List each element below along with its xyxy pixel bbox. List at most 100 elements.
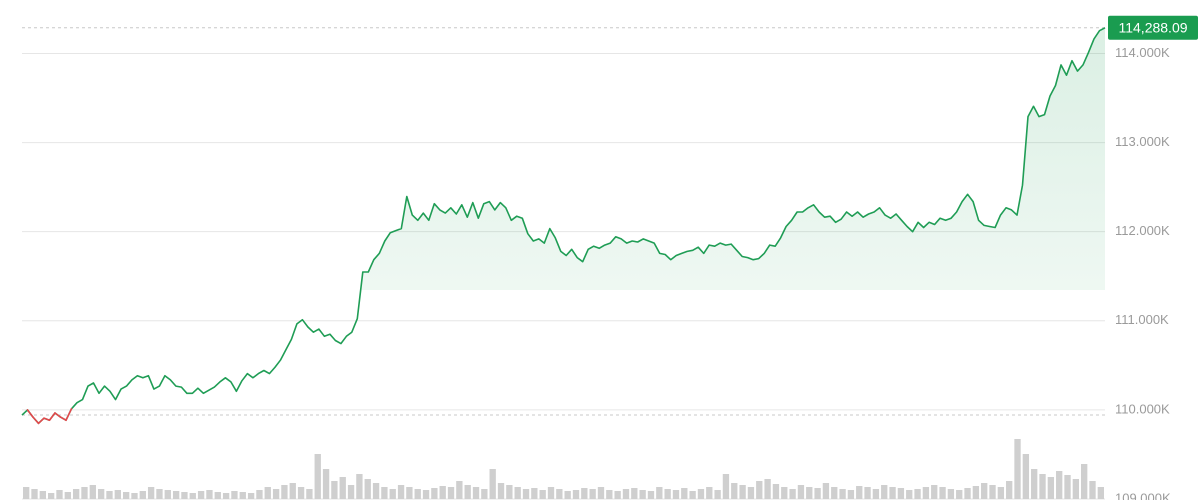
volume-bar (714, 490, 721, 499)
volume-bar (1056, 471, 1063, 499)
volume-bar (347, 485, 355, 499)
volume-bar (122, 492, 130, 499)
volume-bar (64, 492, 71, 499)
volume-bar (181, 492, 188, 499)
volume-bar (306, 489, 313, 499)
volume-bar (81, 487, 88, 499)
volume-bar (172, 491, 180, 499)
volume-bar (131, 493, 138, 499)
volume-bar (214, 492, 221, 499)
volume-bar (364, 479, 371, 499)
volume-bar (972, 486, 980, 499)
volume-bar (1097, 487, 1104, 499)
y-tick-label: 112.000K (1115, 223, 1170, 238)
volume-bar (264, 487, 271, 499)
volume-bar (1047, 477, 1055, 499)
volume-bar (356, 474, 363, 499)
volume-bar (156, 489, 163, 499)
volume-bar (906, 490, 913, 499)
volume-bar (447, 487, 455, 499)
volume-bar (981, 483, 988, 499)
y-tick-label: 109.000K (1115, 490, 1171, 500)
volume-bar (697, 489, 705, 499)
volume-bar (581, 488, 588, 499)
volume-bar (889, 487, 896, 499)
volume-bar (23, 487, 30, 499)
volume-bar (572, 490, 580, 499)
volume-bar (897, 488, 905, 499)
volume-bar (281, 485, 288, 499)
volume-bar (514, 487, 521, 499)
volume-bar (314, 454, 321, 499)
volume-bar (206, 490, 213, 499)
volume-bar (381, 487, 388, 499)
volume-bar (872, 489, 880, 499)
volume-bar (522, 489, 530, 499)
volume-bar (114, 490, 121, 499)
volume-bar (1039, 474, 1046, 499)
volume-bar (922, 487, 930, 499)
volume-bar (997, 487, 1005, 499)
volume-bar (456, 481, 463, 499)
volume-bar (1006, 481, 1013, 499)
volume-bar (1022, 454, 1030, 499)
y-tick-label: 113.000K (1115, 134, 1170, 149)
volume-bar (322, 469, 330, 499)
volume-bar (397, 485, 405, 499)
volume-bar (289, 483, 296, 499)
volume-bar (831, 487, 838, 499)
volume-bar (881, 485, 888, 499)
volume-bar (664, 489, 671, 499)
below-open-segment (54, 412, 62, 418)
volume-bar (806, 487, 813, 499)
volume-bar (672, 490, 680, 499)
volume-bar (431, 488, 438, 499)
volume-bar (1081, 464, 1088, 499)
volume-bar (789, 489, 796, 499)
volume-bar (372, 483, 380, 499)
volume-bar (731, 483, 738, 499)
volume-bar (222, 493, 230, 499)
volume-bar (531, 488, 538, 499)
volume-bar (1014, 439, 1021, 499)
current-price-label: 114,288.09 (1118, 19, 1187, 35)
volume-bar (189, 493, 196, 499)
volume-bar (539, 490, 546, 499)
volume-bar (464, 485, 471, 499)
volume-bar (847, 490, 855, 499)
below-open-segment (37, 417, 45, 425)
below-open-segment (48, 412, 56, 422)
volume-bar (164, 490, 171, 499)
volume-bar (472, 487, 480, 499)
below-open-segment (32, 416, 40, 425)
volume-bar (547, 487, 555, 499)
volume-bar (606, 490, 613, 499)
volume-bar (564, 491, 571, 499)
volume-bar (239, 492, 246, 499)
volume-bar (797, 485, 805, 499)
volume-bar (272, 489, 280, 499)
volume-bar (631, 488, 638, 499)
volume-bar (756, 481, 763, 499)
volume-bar (247, 493, 255, 499)
volume-bar (939, 487, 946, 499)
below-open-segment (26, 409, 34, 418)
volume-bar (856, 486, 863, 499)
below-open-segment (59, 416, 67, 422)
volume-bar (864, 487, 871, 499)
volume-bar (772, 484, 780, 499)
volume-bar (964, 488, 971, 499)
volume-bar (31, 489, 38, 499)
volume-bar (989, 485, 996, 499)
volume-bar (722, 474, 730, 499)
volume-bar (72, 489, 80, 499)
volume-bar (706, 487, 713, 499)
volume-bar (1064, 475, 1071, 499)
volume-bar (739, 485, 746, 499)
below-open-segment (43, 417, 51, 422)
volume-bar (231, 491, 238, 499)
volume-bar (389, 489, 396, 499)
volume-bar (97, 489, 105, 499)
volume-bar (414, 489, 421, 499)
volume-bar (914, 489, 921, 499)
